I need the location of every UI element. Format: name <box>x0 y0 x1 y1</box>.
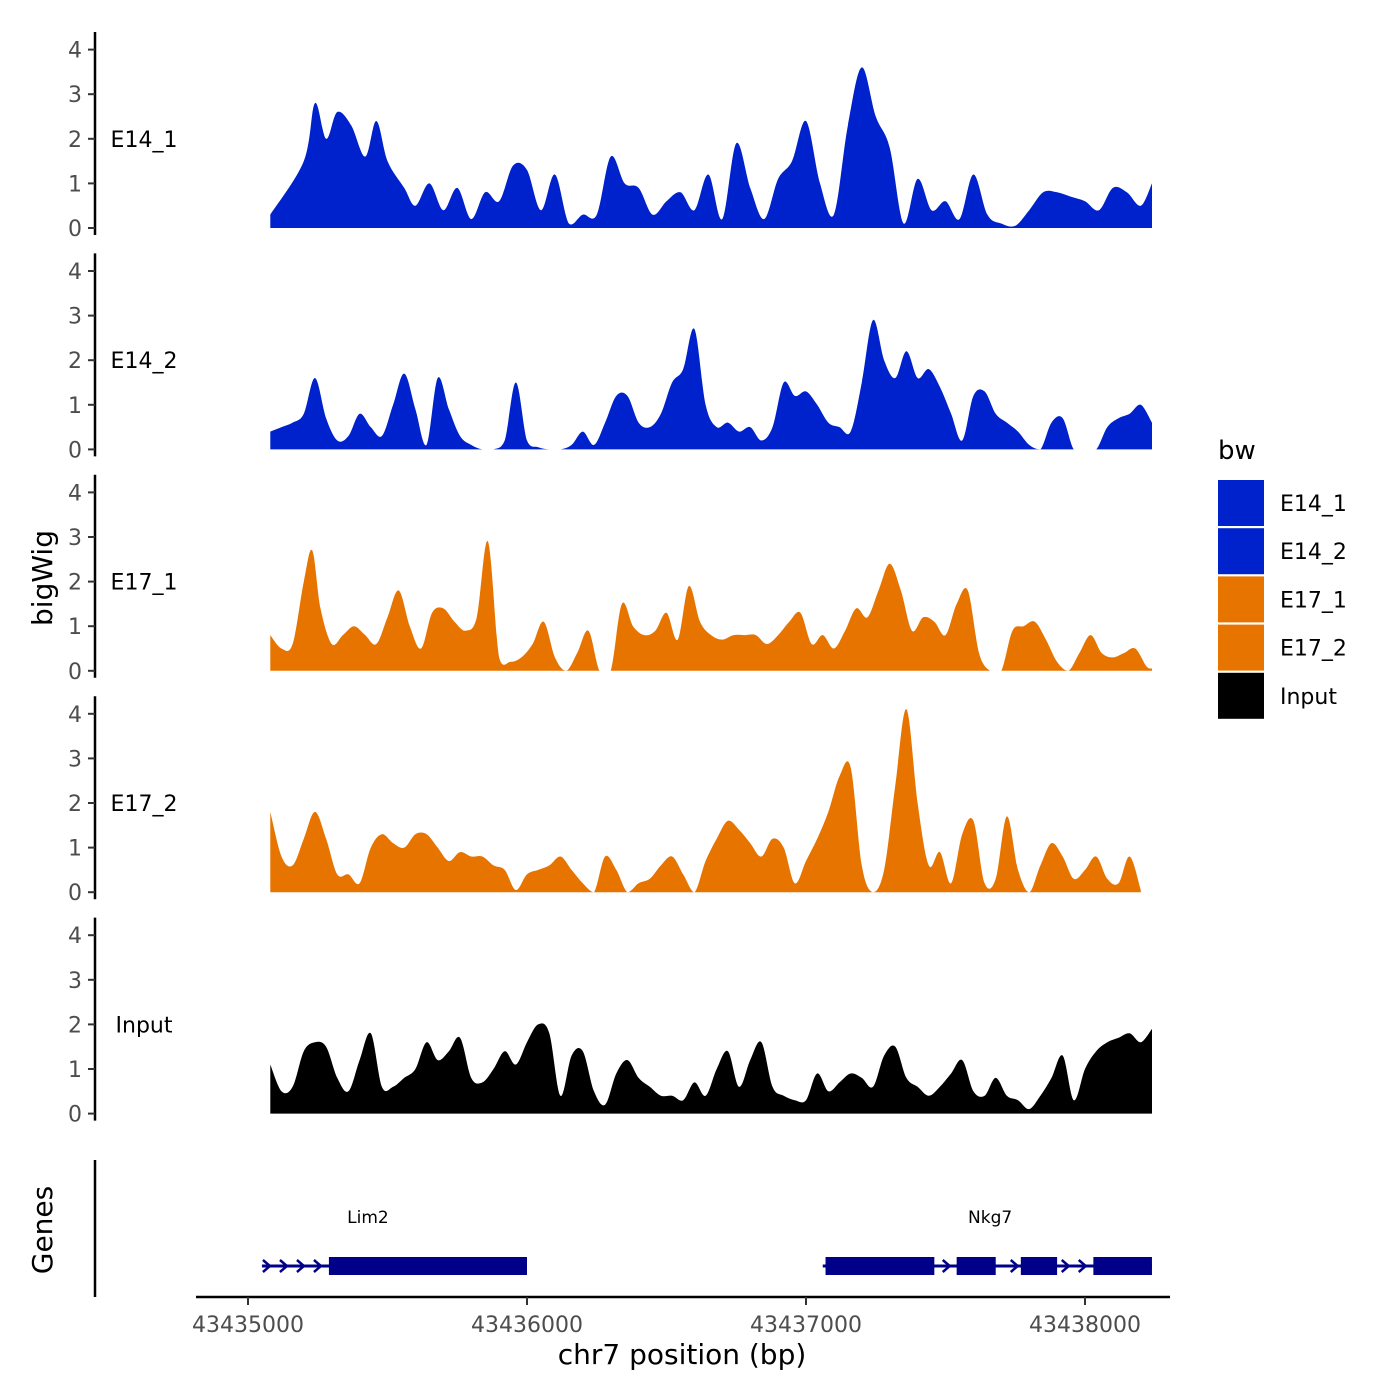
strand-arrow <box>941 1259 952 1273</box>
gene-label: Lim2 <box>347 1208 389 1228</box>
y-tick-label: 1 <box>68 1058 82 1083</box>
gene-lim2: Lim2 <box>261 1208 527 1275</box>
x-axis: 43435000 43436000 43437000 43438000 <box>192 1295 1170 1338</box>
legend-entry: Input <box>1218 672 1337 719</box>
legend-entry: E14_1 <box>1218 480 1347 526</box>
y-tick-label: 3 <box>68 747 82 772</box>
legend-key-label: E17_1 <box>1280 588 1347 613</box>
track-label: E17_1 <box>111 571 178 596</box>
tracks-layer: 0 1 2 3 4 E14_1 0 1 2 3 4 E14_2 0 1 2 3 4 E17_1 0 1 2 3 4 E17_2… <box>68 32 1152 1128</box>
genes-axis-title: Genes <box>26 1186 59 1274</box>
legend-title: bw <box>1218 436 1256 466</box>
y-tick-label: 1 <box>68 615 82 640</box>
track-area-e14-1 <box>270 67 1152 228</box>
strand-arrow <box>1077 1259 1088 1273</box>
track-panel-input: 0 1 2 3 4 Input <box>68 917 1152 1128</box>
legend-key-label: E17_2 <box>1280 637 1347 662</box>
track-area-e17-1 <box>270 541 1152 671</box>
track-area-e17-2 <box>270 709 1141 893</box>
x-tick-label: 43435000 <box>192 1313 304 1338</box>
legend-key-swatch <box>1218 672 1264 719</box>
track-label: E14_1 <box>111 128 178 153</box>
legend: bw E14_1 E14_2 E17_1 E17_2 Input <box>1218 436 1347 719</box>
y-tick-label: 3 <box>68 526 82 551</box>
y-tick-label: 3 <box>68 83 82 108</box>
x-tick-label: 43438000 <box>1029 1313 1141 1338</box>
strand-arrow <box>262 1259 272 1273</box>
gene-exon <box>956 1257 996 1275</box>
gene-exon <box>825 1257 935 1275</box>
strand-arrow <box>313 1259 323 1273</box>
x-axis-title: chr7 position (bp) <box>558 1338 807 1371</box>
y-tick-label: 1 <box>68 394 82 419</box>
y-axis-title: bigWig <box>26 530 59 626</box>
y-tick-label: 0 <box>68 217 82 242</box>
strand-arrow <box>279 1259 289 1273</box>
gene-exon <box>328 1257 527 1275</box>
strand-arrow <box>1060 1259 1071 1273</box>
y-tick-label: 0 <box>68 1103 82 1128</box>
genes-panel: Lim2 Nkg7 <box>93 1160 1152 1297</box>
gene-nkg7: Nkg7 <box>822 1208 1152 1275</box>
x-tick-label: 43436000 <box>471 1313 583 1338</box>
y-tick-label: 0 <box>68 660 82 685</box>
y-tick-label: 3 <box>68 969 82 994</box>
y-tick-label: 3 <box>68 305 82 330</box>
gene-exon <box>1093 1257 1152 1275</box>
y-tick-label: 2 <box>68 1013 82 1038</box>
track-panel-e14-1: 0 1 2 3 4 E14_1 <box>68 32 1152 242</box>
y-tick-label: 1 <box>68 172 82 197</box>
y-tick-label: 2 <box>68 792 82 817</box>
y-tick-label: 2 <box>68 571 82 596</box>
legend-entry: E14_2 <box>1218 528 1347 575</box>
y-tick-label: 2 <box>68 349 82 374</box>
y-tick-label: 4 <box>68 39 82 64</box>
legend-key-label: Input <box>1280 685 1337 710</box>
legend-key-swatch <box>1218 624 1264 671</box>
y-tick-label: 4 <box>68 481 82 506</box>
legend-key-swatch <box>1218 480 1264 526</box>
strand-arrow <box>1009 1259 1020 1273</box>
track-panel-e14-2: 0 1 2 3 4 E14_2 <box>68 253 1152 463</box>
legend-key-label: E14_1 <box>1280 492 1347 517</box>
track-label: E17_2 <box>111 792 178 817</box>
strand-arrow <box>296 1259 306 1273</box>
y-tick-label: 2 <box>68 128 82 153</box>
legend-key-label: E14_2 <box>1280 540 1347 565</box>
x-tick-label: 43437000 <box>750 1313 862 1338</box>
track-area-e14-2 <box>270 319 1152 450</box>
y-tick-label: 0 <box>68 438 82 463</box>
y-tick-label: 4 <box>68 260 82 285</box>
y-tick-label: 1 <box>68 837 82 862</box>
y-tick-label: 4 <box>68 924 82 949</box>
gene-label: Nkg7 <box>968 1208 1012 1228</box>
legend-key-swatch <box>1218 528 1264 575</box>
gene-exon <box>1020 1257 1058 1275</box>
legend-key-swatch <box>1218 576 1264 623</box>
track-label: Input <box>116 1013 173 1038</box>
track-panel-e17-2: 0 1 2 3 4 E17_2 <box>68 696 1141 906</box>
y-tick-label: 4 <box>68 703 82 728</box>
track-panel-e17-1: 0 1 2 3 4 E17_1 <box>68 474 1152 685</box>
y-tick-label: 0 <box>68 881 82 906</box>
track-label: E14_2 <box>111 349 178 374</box>
legend-entry: E17_2 <box>1218 624 1347 671</box>
legend-entry: E17_1 <box>1218 576 1347 623</box>
track-area-input <box>270 1023 1152 1114</box>
